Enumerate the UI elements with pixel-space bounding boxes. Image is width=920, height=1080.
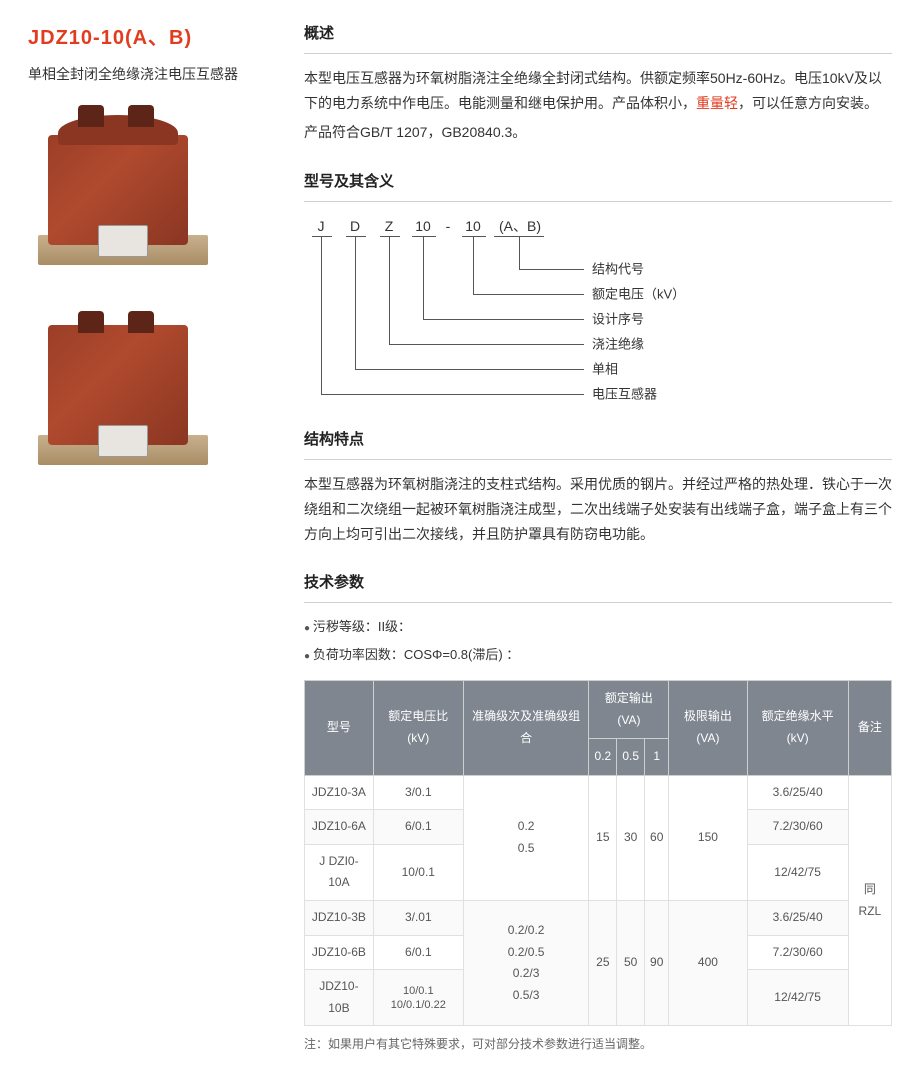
cell-classA: 0.2 0.5 bbox=[463, 775, 589, 900]
th-limit: 极限输出(VA) bbox=[669, 680, 747, 775]
overview-title: 概述 bbox=[304, 20, 892, 54]
th-ratio: 额定电压比(kV) bbox=[373, 680, 463, 775]
product-image-1 bbox=[28, 105, 218, 275]
tech-title: 技术参数 bbox=[304, 569, 892, 603]
th-insul: 额定绝缘水平(kV) bbox=[747, 680, 848, 775]
bullet-1: 污秽等级：II级： bbox=[304, 615, 892, 638]
model-label-5: 电压互感器 bbox=[592, 382, 657, 405]
th-model: 型号 bbox=[305, 680, 374, 775]
model-label-3: 浇注绝缘 bbox=[592, 332, 644, 355]
code-prefix: JDZ10-10 bbox=[28, 27, 125, 49]
table-row: JDZ10-3B 3/.01 0.2/0.2 0.2/0.5 0.2/3 0.5… bbox=[305, 901, 892, 936]
footnote: 注：如果用户有其它特殊要求，可对部分技术参数进行适当调整。 bbox=[304, 1034, 892, 1056]
model-letter-dash: - bbox=[440, 214, 456, 239]
model-label-1: 额定电压（kV） bbox=[592, 282, 685, 305]
cell-classB: 0.2/0.2 0.2/0.5 0.2/3 0.5/3 bbox=[463, 901, 589, 1026]
overview-p1: 本型电压互感器为环氧树脂浇注全绝缘全封闭式结构。供额定频率50Hz-60Hz。电… bbox=[304, 66, 892, 116]
model-diagram: J D Z 10 - 10 (A、B) bbox=[304, 214, 892, 404]
tech-bullets: 污秽等级：II级： 负荷功率因数：COSΦ=0.8(滞后) ： bbox=[304, 615, 892, 666]
th-out05: 0.5 bbox=[617, 739, 645, 776]
product-image-2 bbox=[28, 305, 218, 475]
product-code: JDZ10-10(A、B) bbox=[28, 20, 268, 56]
th-output: 额定输出(VA) bbox=[589, 680, 669, 738]
table-row: JDZ10-3A 3/0.1 0.2 0.5 15 30 60 150 3.6/… bbox=[305, 775, 892, 810]
model-label-4: 单相 bbox=[592, 357, 618, 380]
structure-title: 结构特点 bbox=[304, 426, 892, 460]
left-column: JDZ10-10(A、B) 单相全封闭全绝缘浇注电压互感器 bbox=[28, 20, 268, 1060]
cell-note: 同RZL bbox=[848, 775, 891, 1026]
bullet-2: 负荷功率因数：COSΦ=0.8(滞后) ： bbox=[304, 643, 892, 666]
structure-text: 本型互感器为环氧树脂浇注的支柱式结构。采用优质的钢片。并经过严格的热处理．铁心于… bbox=[304, 472, 892, 548]
model-meaning-title: 型号及其含义 bbox=[304, 168, 892, 202]
th-note: 备注 bbox=[848, 680, 891, 775]
right-column: 概述 本型电压互感器为环氧树脂浇注全绝缘全封闭式结构。供额定频率50Hz-60H… bbox=[304, 20, 892, 1060]
overview-highlight: 重量轻 bbox=[696, 95, 738, 111]
th-class: 准确级次及准确级组合 bbox=[463, 680, 589, 775]
overview-p2: 产品符合GB/T 1207，GB20840.3。 bbox=[304, 120, 892, 145]
model-label-0: 结构代号 bbox=[592, 257, 644, 280]
product-subtitle: 单相全封闭全绝缘浇注电压互感器 bbox=[28, 62, 268, 87]
code-suffix: (A、B) bbox=[125, 27, 192, 49]
th-out1: 1 bbox=[645, 739, 669, 776]
th-out02: 0.2 bbox=[589, 739, 617, 776]
spec-table: 型号 额定电压比(kV) 准确级次及准确级组合 额定输出(VA) 极限输出(VA… bbox=[304, 680, 892, 1027]
model-label-2: 设计序号 bbox=[592, 307, 644, 330]
